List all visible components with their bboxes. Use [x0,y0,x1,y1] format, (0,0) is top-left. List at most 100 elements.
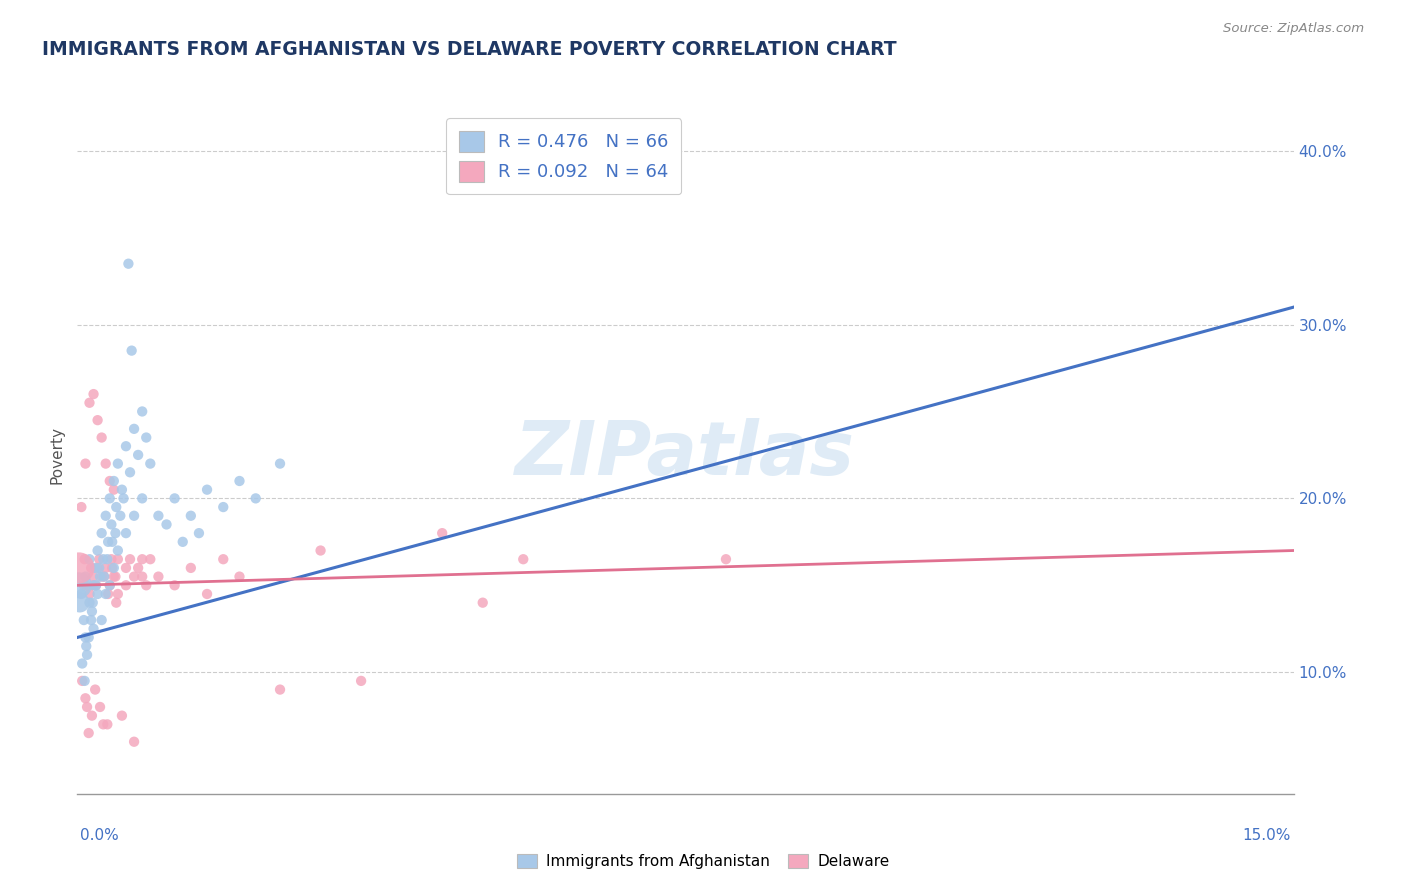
Point [115,561,138,575]
Point [180,508,202,523]
Point [350,673,373,688]
Point [75,457,97,471]
Point [180,561,202,575]
Point [105,596,128,610]
Point [89,552,111,566]
Point [135,578,157,592]
Point [122,569,145,583]
Point [97,534,120,549]
Point [115,578,138,592]
Point [79,396,101,410]
Point [80,561,103,575]
Text: 15.0%: 15.0% [1243,829,1291,843]
Legend: R = 0.476   N = 66, R = 0.092   N = 64: R = 0.476 N = 66, R = 0.092 N = 64 [446,119,682,194]
Point [104,526,127,541]
Point [83,578,105,592]
Point [90,613,112,627]
Point [73,673,96,688]
Point [115,439,138,453]
Point [96,552,118,566]
Point [91,717,114,731]
Point [75,691,97,706]
Point [67,561,90,575]
Point [118,465,141,479]
Point [139,457,162,471]
Point [148,508,170,523]
Point [212,500,235,514]
Point [101,534,124,549]
Point [107,457,129,471]
Point [89,569,111,583]
Point [155,517,177,532]
Point [77,631,100,645]
Point [118,552,141,566]
Point [76,700,98,714]
Point [245,491,267,506]
Point [131,569,153,583]
Point [228,569,250,583]
Point [70,673,93,688]
Point [98,578,121,592]
Legend: Immigrants from Afghanistan, Delaware: Immigrants from Afghanistan, Delaware [510,848,896,875]
Point [131,491,153,506]
Point [90,431,112,445]
Point [269,457,291,471]
Point [73,552,96,566]
Point [93,569,115,583]
Point [69,596,91,610]
Point [105,500,128,514]
Point [84,561,107,575]
Point [96,717,118,731]
Point [103,483,125,497]
Point [90,569,112,583]
Point [148,569,170,583]
Point [163,578,186,592]
Point [100,517,122,532]
Text: ZIPatlas: ZIPatlas [516,418,855,491]
Point [121,343,143,358]
Point [94,508,117,523]
Point [195,587,218,601]
Point [90,526,112,541]
Point [127,561,149,575]
Text: 0.0%: 0.0% [80,829,120,843]
Point [84,578,107,592]
Point [79,596,101,610]
Point [101,561,124,575]
Point [75,631,97,645]
Point [94,457,117,471]
Point [471,596,494,610]
Point [86,543,108,558]
Point [110,508,132,523]
Point [80,604,103,618]
Point [86,413,108,427]
Point [86,561,108,575]
Point [100,552,122,566]
Point [98,578,121,592]
Point [228,474,250,488]
Point [79,587,101,601]
Point [80,708,103,723]
Point [163,491,186,506]
Point [107,543,129,558]
Point [98,491,121,506]
Point [188,526,211,541]
Point [75,578,97,592]
Point [75,569,97,583]
Point [97,587,120,601]
Point [67,578,90,592]
Point [80,613,103,627]
Point [309,543,332,558]
Point [83,578,105,592]
Point [70,500,93,514]
Point [432,526,454,541]
Point [172,534,194,549]
Point [89,700,111,714]
Point [94,561,117,575]
Point [83,387,105,401]
Point [82,569,104,583]
Point [82,596,104,610]
Point [714,552,737,566]
Point [512,552,534,566]
Point [135,431,157,445]
